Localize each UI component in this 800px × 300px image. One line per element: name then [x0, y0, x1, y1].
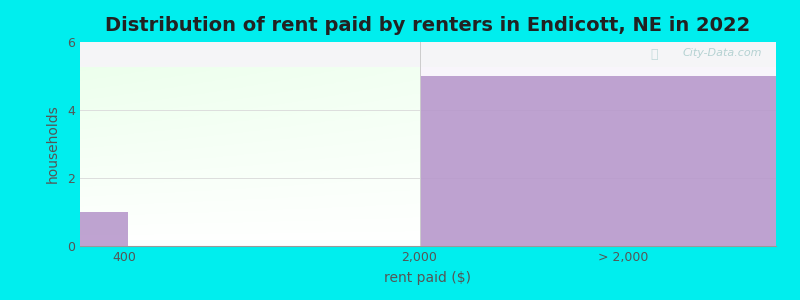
Text: Ⓞ: Ⓞ [650, 48, 658, 61]
Y-axis label: households: households [46, 105, 60, 183]
Title: Distribution of rent paid by renters in Endicott, NE in 2022: Distribution of rent paid by renters in … [106, 16, 750, 35]
Bar [80, 212, 127, 246]
Bar [419, 42, 776, 246]
Bar [419, 76, 776, 246]
Bar [80, 42, 776, 68]
Text: City-Data.com: City-Data.com [682, 48, 762, 58]
X-axis label: rent paid ($): rent paid ($) [385, 271, 471, 285]
